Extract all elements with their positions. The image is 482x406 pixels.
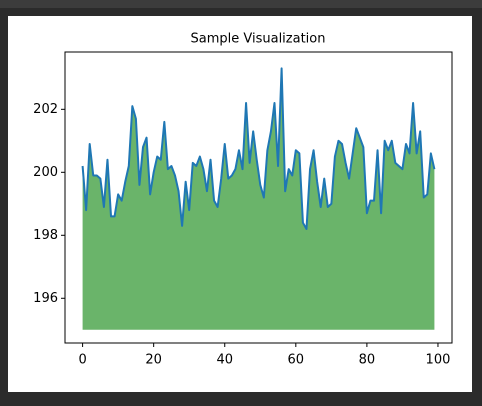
x-tick-label: 60 bbox=[288, 353, 305, 368]
x-tick-label: 80 bbox=[359, 353, 376, 368]
x-tick-label: 100 bbox=[426, 353, 451, 368]
line bbox=[81, 67, 436, 230]
x-tick-label: 20 bbox=[145, 353, 162, 368]
top-bar bbox=[0, 0, 482, 8]
x-tick-label: 0 bbox=[78, 353, 86, 368]
x-tick-label: 40 bbox=[216, 353, 233, 368]
y-tick-label: 196 bbox=[33, 291, 58, 306]
y-tick-label: 198 bbox=[33, 228, 58, 243]
y-tick-label: 202 bbox=[33, 102, 58, 117]
chart-title: Sample Visualization bbox=[191, 32, 326, 47]
axes-frame bbox=[64, 51, 453, 344]
y-tick-label: 200 bbox=[33, 165, 58, 180]
area bbox=[82, 68, 435, 330]
